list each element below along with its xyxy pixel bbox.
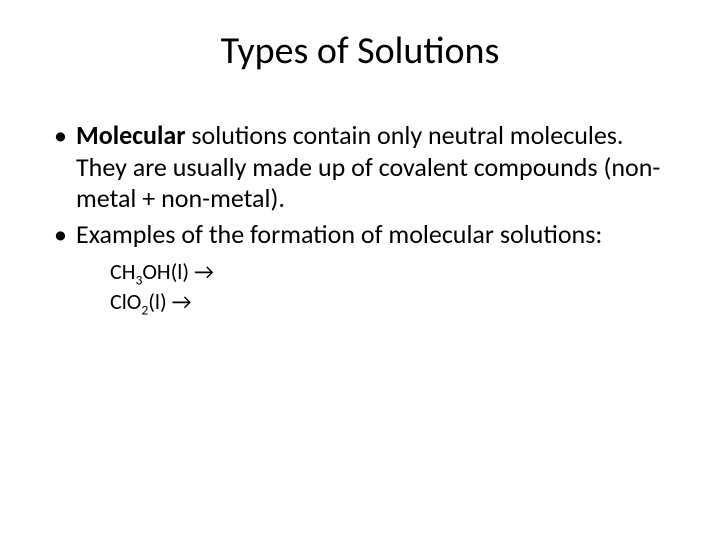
formula-part: ClO (110, 288, 141, 315)
slide-title: Types of Solutions (48, 28, 672, 74)
slide-body: Molecular solutions contain only neutral… (48, 120, 672, 316)
bullet-text: Examples of the formation of molecular s… (76, 218, 602, 250)
bullet-item: Examples of the formation of molecular s… (48, 219, 672, 251)
bullet-list: Molecular solutions contain only neutral… (48, 120, 672, 251)
bullet-bold-lead: Molecular (76, 119, 185, 151)
formula-part: (l) → (148, 288, 191, 315)
example-line: ClO2(l) → (110, 287, 672, 317)
formula-part: CH (110, 258, 135, 285)
formula-part: OH(l) → (142, 258, 214, 285)
examples-block: CH3OH(l) → ClO2(l) → (48, 257, 672, 316)
slide: Types of Solutions Molecular solutions c… (0, 0, 720, 540)
example-line: CH3OH(l) → (110, 257, 672, 287)
bullet-item: Molecular solutions contain only neutral… (48, 120, 672, 215)
